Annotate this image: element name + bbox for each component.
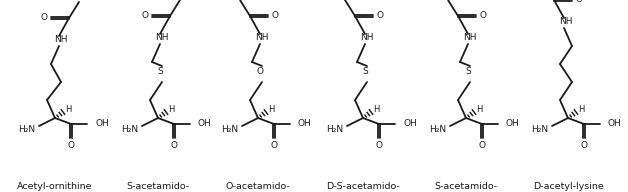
Text: H: H (65, 105, 71, 114)
Text: NH: NH (560, 17, 573, 26)
Text: D-acetyl-lysine: D-acetyl-lysine (533, 182, 604, 191)
Text: OH: OH (506, 119, 520, 128)
Text: O: O (271, 141, 278, 150)
Text: O: O (256, 68, 264, 76)
Text: NH: NH (360, 33, 374, 42)
Text: O: O (479, 141, 485, 150)
Text: O: O (141, 12, 148, 21)
Text: O: O (170, 141, 178, 150)
Text: H₂N: H₂N (531, 126, 549, 135)
Text: OH: OH (198, 119, 212, 128)
Text: O: O (376, 141, 382, 150)
Text: H₂N: H₂N (430, 126, 447, 135)
Text: O: O (575, 0, 583, 4)
Text: NH: NH (155, 33, 169, 42)
Text: H: H (168, 105, 174, 114)
Text: OH: OH (403, 119, 417, 128)
Text: H₂N: H₂N (327, 126, 344, 135)
Text: H: H (268, 105, 274, 114)
Text: S-acetamido-
methyl-homo-
cysteine: S-acetamido- methyl-homo- cysteine (433, 182, 499, 192)
Text: OH: OH (608, 119, 622, 128)
Text: O: O (580, 141, 588, 150)
Text: H₂N: H₂N (222, 126, 239, 135)
Text: S: S (362, 68, 368, 76)
Text: O-acetamido-
methyl-homo-
serine: O-acetamido- methyl-homo- serine (225, 182, 291, 192)
Text: O: O (377, 12, 384, 21)
Text: O: O (40, 13, 48, 22)
Text: NH: NH (54, 36, 68, 45)
Text: S-acetamido-
methyl-
cysteine: S-acetamido- methyl- cysteine (126, 182, 190, 192)
Text: D-S-acetamido-
methyl-homo-
cysteine: D-S-acetamido- methyl-homo- cysteine (326, 182, 400, 192)
Text: O: O (271, 12, 278, 21)
Text: OH: OH (95, 119, 109, 128)
Text: S: S (465, 68, 471, 76)
Text: H: H (578, 105, 584, 114)
Text: H: H (373, 105, 379, 114)
Text: NH: NH (255, 33, 269, 42)
Text: H₂N: H₂N (121, 126, 139, 135)
Text: OH: OH (298, 119, 311, 128)
Text: H₂N: H₂N (18, 126, 36, 135)
Text: S: S (157, 68, 163, 76)
Text: H: H (476, 105, 482, 114)
Text: Acetyl-ornithine: Acetyl-ornithine (17, 182, 93, 191)
Text: O: O (480, 12, 487, 21)
Text: O: O (67, 141, 75, 150)
Text: NH: NH (463, 33, 477, 42)
